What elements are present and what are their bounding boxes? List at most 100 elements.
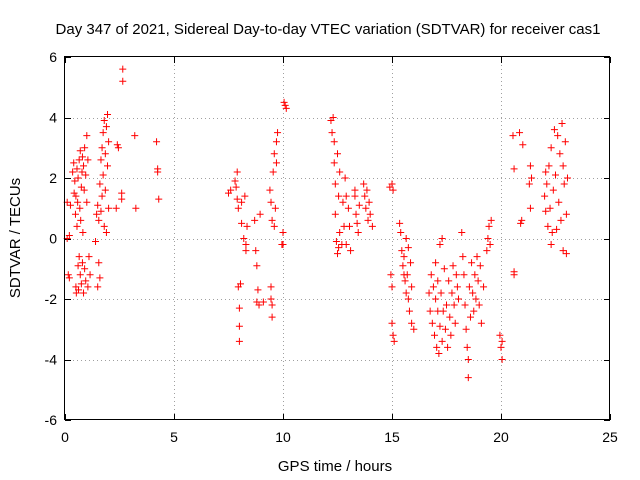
data-point (266, 186, 274, 194)
data-point (238, 219, 246, 227)
data-points (63, 65, 571, 382)
data-point (519, 141, 527, 149)
data-point (74, 174, 82, 182)
data-point (474, 277, 482, 285)
data-point (487, 216, 495, 224)
data-point (450, 301, 458, 309)
data-point (270, 150, 278, 158)
data-point (252, 247, 260, 255)
data-point (335, 244, 343, 252)
axis-ticks: 0 5 10 15 20 25 -6 -4 -2 0 2 4 6 (45, 49, 618, 445)
data-point (73, 165, 81, 173)
data-point (101, 186, 109, 194)
data-point (66, 201, 74, 209)
data-point (95, 216, 103, 224)
data-point (272, 138, 280, 146)
data-point (555, 198, 563, 206)
data-point (329, 114, 337, 121)
data-point (473, 253, 481, 261)
data-point (80, 162, 88, 170)
data-point (509, 132, 517, 140)
data-point (281, 101, 289, 109)
data-point (563, 174, 571, 182)
data-point (427, 271, 435, 279)
data-point (460, 271, 468, 279)
data-point (498, 356, 506, 363)
data-point (112, 204, 120, 212)
data-point (550, 126, 558, 134)
data-point (433, 343, 441, 351)
data-point (83, 132, 91, 140)
data-point (439, 307, 447, 315)
data-point (408, 319, 416, 327)
data-point (408, 283, 416, 291)
data-point (432, 259, 440, 267)
data-point (334, 150, 341, 158)
data-point (516, 129, 524, 137)
data-point (332, 238, 340, 246)
x-tick-label: 5 (170, 429, 178, 445)
data-point (548, 228, 556, 236)
data-point (104, 162, 112, 170)
data-point (528, 174, 536, 182)
data-point (402, 289, 410, 297)
data-point (344, 204, 352, 212)
data-point (227, 186, 235, 194)
data-point (105, 204, 113, 212)
data-point (131, 132, 139, 140)
data-point (75, 286, 83, 294)
data-point (475, 301, 483, 309)
data-point (361, 192, 369, 200)
data-point (69, 168, 77, 176)
data-point (388, 180, 396, 188)
data-point (510, 271, 518, 279)
data-point (259, 298, 267, 306)
data-point (86, 271, 94, 279)
data-point (231, 177, 239, 185)
data-point (404, 295, 412, 303)
data-point (268, 313, 276, 321)
data-point (431, 331, 439, 339)
data-point (254, 286, 262, 294)
data-point (438, 235, 446, 242)
data-point (105, 138, 113, 146)
data-point (342, 192, 350, 200)
data-point (557, 216, 565, 224)
data-point (271, 204, 279, 212)
data-point (434, 277, 442, 285)
data-point (497, 343, 505, 351)
data-point (526, 204, 534, 212)
grid-lines (65, 57, 610, 420)
data-point (363, 186, 371, 194)
data-point (559, 247, 567, 255)
y-axis-label: SDTVAR / TECUs (7, 178, 24, 298)
data-point (235, 304, 243, 312)
data-point (328, 129, 336, 137)
data-point (425, 289, 433, 297)
data-point (65, 231, 73, 239)
data-point (560, 180, 568, 188)
data-point (458, 228, 466, 236)
data-point (444, 343, 452, 351)
data-point (354, 228, 362, 236)
data-point (336, 168, 344, 176)
data-point (92, 238, 100, 246)
data-point (76, 204, 84, 212)
data-point (436, 241, 444, 249)
data-point (78, 153, 86, 161)
data-point (98, 144, 106, 152)
data-point (233, 168, 241, 176)
data-point (101, 150, 109, 158)
chart-title: Day 347 of 2021, Sidereal Day-to-day VTE… (56, 21, 601, 38)
data-point (267, 283, 275, 291)
data-point (432, 295, 440, 303)
data-point (78, 259, 86, 267)
data-point (72, 192, 80, 200)
data-point (397, 228, 405, 236)
data-point (484, 235, 492, 242)
data-point (510, 165, 518, 173)
data-point (97, 207, 105, 215)
data-point (154, 168, 162, 176)
data-point (402, 235, 410, 242)
data-point (552, 171, 559, 179)
